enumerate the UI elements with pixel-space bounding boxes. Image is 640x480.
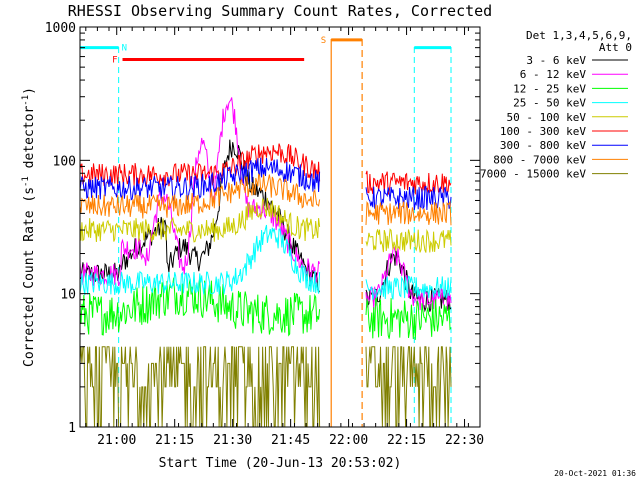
y-axis-label-sup1: -1 <box>21 176 31 187</box>
legend-entry-label: 300 - 800 keV <box>500 139 586 152</box>
y-axis-label-main: Corrected Count Rate (s <box>22 187 37 367</box>
series-line-8-seg-0 <box>79 346 321 428</box>
chart-title: RHESSI Observing Summary Count Rates, Co… <box>68 2 492 20</box>
series-line-3-seg-0 <box>79 224 321 296</box>
y-tick-label: 1 <box>68 421 76 436</box>
series-line-5-seg-0 <box>79 143 321 188</box>
x-tick-label: 22:30 <box>445 433 484 448</box>
series-line-6-seg-0 <box>79 157 321 201</box>
legend-entry-label: 25 - 50 keV <box>513 97 586 110</box>
legend-header-line1: Det 1,3,4,5,6,9, <box>526 29 632 42</box>
series-line-2-seg-1 <box>365 297 452 340</box>
x-tick-label: 21:30 <box>213 433 252 448</box>
plot-frame <box>79 26 481 428</box>
legend-entry-label: 12 - 25 keV <box>513 82 586 95</box>
x-tick-label: 21:15 <box>155 433 194 448</box>
series-line-4-seg-0 <box>79 197 321 243</box>
series-line-5-seg-1 <box>365 170 452 195</box>
y-tick-label: 1000 <box>45 21 76 36</box>
y-axis-label: Corrected Count Rate (s-1 detector-1) <box>21 87 37 367</box>
legend-header-line2: Att 0 <box>599 41 632 54</box>
y-tick-label: 10 <box>60 288 76 303</box>
x-axis-label: Start Time (20-Jun-13 20:53:02) <box>159 456 402 471</box>
x-tick-label: 21:45 <box>271 433 310 448</box>
y-tick-label: 100 <box>53 154 76 169</box>
x-axis: 21:00 21:15 21:30 21:45 22:00 22:15 22:30 <box>85 27 484 448</box>
y-axis: 1 10 100 1000 <box>45 21 480 436</box>
y-axis-label-sup2: -1 <box>21 95 31 106</box>
legend-entry-label: 50 - 100 keV <box>507 111 587 124</box>
series-line-7-seg-1 <box>365 200 452 226</box>
legend-entry-label: 800 - 7000 keV <box>493 153 586 166</box>
legend-entry-label: 7000 - 15000 keV <box>480 168 586 181</box>
y-axis-label-end: ) <box>22 87 37 95</box>
legend-entry-label: 3 - 6 keV <box>526 54 586 67</box>
series-line-7-seg-0 <box>79 173 321 219</box>
legend-entry-label: 6 - 12 keV <box>520 68 587 81</box>
y-axis-label-mid: detector <box>22 106 37 177</box>
series-line-8-seg-1 <box>365 346 452 428</box>
series-line-4-seg-1 <box>365 228 452 253</box>
footer-timestamp: 20-Oct-2021 01:36 <box>554 469 636 478</box>
flag-label: F <box>112 56 117 66</box>
flag-label: S <box>321 36 326 46</box>
x-tick-label: 22:15 <box>387 433 426 448</box>
flag-label: N <box>122 44 127 54</box>
plot-area: NF S <box>79 36 452 428</box>
x-tick-label: 22:00 <box>329 433 368 448</box>
series-line-3-seg-1 <box>365 275 452 300</box>
legend-entry-label: 100 - 300 keV <box>500 125 586 138</box>
x-tick-label: 21:00 <box>97 433 136 448</box>
